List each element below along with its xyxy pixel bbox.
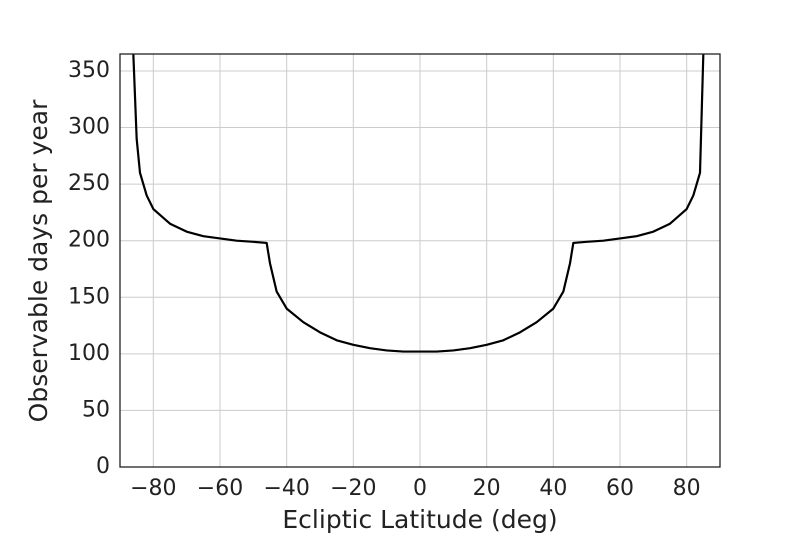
x-axis-label: Ecliptic Latitude (deg) [282,505,557,534]
data-line [132,53,705,353]
x-tick-label: −80 [130,476,176,501]
x-tick-label: 40 [539,476,567,501]
y-tick-label: 200 [68,228,110,253]
y-tick-label: 50 [82,397,110,422]
y-axis-label: Observable days per year [24,99,53,422]
y-tick-label: 350 [68,58,110,83]
x-tick-label: −60 [197,476,243,501]
y-tick-label: 250 [68,171,110,196]
plot-frame [119,53,721,468]
y-tick-label: 150 [68,284,110,309]
y-tick-label: 0 [96,454,110,479]
x-tick-label: 20 [473,476,501,501]
x-tick-label: 0 [413,476,427,501]
x-tick-label: 80 [673,476,701,501]
y-tick-label: 100 [68,341,110,366]
y-tick-label: 300 [68,115,110,140]
x-tick-label: 60 [606,476,634,501]
x-tick-label: −20 [330,476,376,501]
x-tick-label: −40 [263,476,309,501]
